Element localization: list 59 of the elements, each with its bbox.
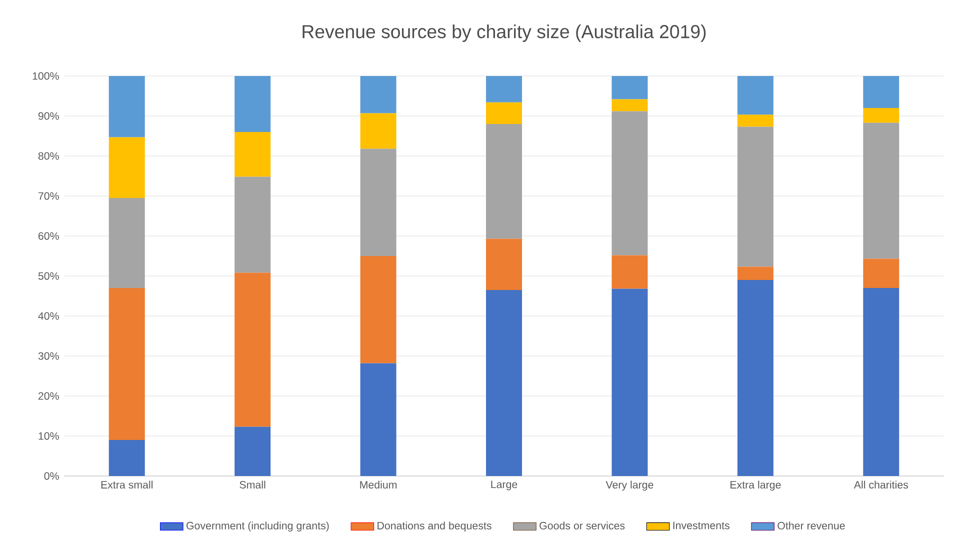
y-tick-label: 10% [38, 432, 59, 440]
bar [234, 426, 271, 476]
bar [737, 76, 774, 115]
bar [863, 258, 900, 288]
y-tick-label: 20% [38, 392, 59, 400]
y-tick-label: 100% [32, 72, 59, 80]
bar [234, 132, 271, 177]
bar [486, 102, 522, 124]
x-tick-label: All charities [854, 480, 908, 489]
bar [234, 76, 271, 132]
bar [612, 288, 648, 476]
bar [612, 111, 648, 256]
bar [737, 126, 774, 267]
y-tick-label: 70% [38, 192, 59, 200]
x-tick-label: Extra large [730, 480, 781, 491]
bar [486, 76, 522, 102]
bar [612, 76, 648, 100]
y-tick-label: 0% [44, 472, 59, 480]
x-tick-label: Large [491, 480, 518, 490]
bar [486, 124, 522, 239]
bar [108, 76, 145, 138]
bar [234, 272, 271, 427]
bar [612, 99, 648, 112]
bar [737, 266, 774, 280]
y-tick-label: 40% [38, 312, 59, 320]
bar [863, 288, 900, 476]
bar [737, 280, 774, 476]
legend-label: Goods or services [540, 522, 625, 530]
legend-label: Investments [673, 522, 730, 530]
bar [108, 288, 145, 440]
bar [234, 176, 271, 273]
bar [360, 76, 396, 114]
bar [863, 108, 900, 123]
bar [486, 238, 522, 290]
y-tick-label: 50% [38, 272, 59, 280]
legend-label: Government (including grants) [186, 522, 329, 532]
bar [108, 137, 145, 198]
x-tick-label: Very large [606, 480, 654, 491]
legend-label: Donations and bequests [378, 522, 492, 532]
x-tick-label: Small [240, 480, 266, 489]
bar [360, 148, 396, 256]
bar [360, 256, 396, 364]
bar [108, 440, 145, 476]
bar [863, 122, 900, 259]
bar [108, 198, 145, 288]
y-tick-label: 90% [38, 112, 59, 120]
y-tick-label: 30% [38, 352, 59, 360]
bar [360, 363, 396, 476]
bar [612, 255, 648, 289]
bar [486, 290, 522, 476]
legend-label: Other revenue [778, 522, 845, 530]
chart-title: Revenue sources by charity size (Australia 2019) [302, 24, 706, 42]
y-tick-label: 80% [38, 152, 59, 160]
x-tick-label: Medium [360, 480, 397, 489]
bar [360, 113, 396, 149]
bar [737, 114, 774, 127]
bar [863, 76, 900, 108]
y-tick-label: 60% [38, 232, 59, 240]
x-tick-label: Extra small [101, 480, 153, 489]
